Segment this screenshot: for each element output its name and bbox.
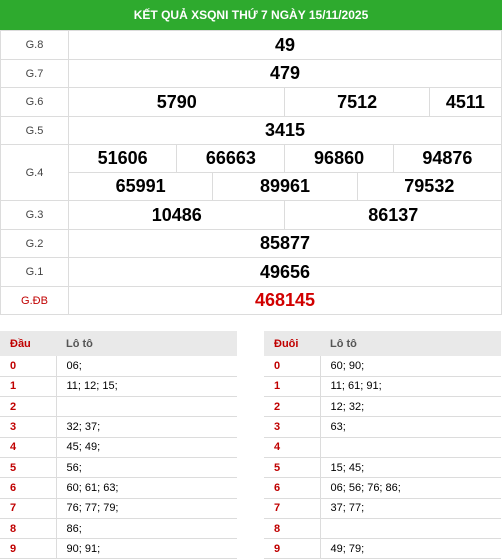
- duoi-key: 6: [264, 477, 320, 499]
- dau-key: 3: [0, 416, 56, 438]
- prize-label-g7: G.7: [0, 59, 69, 88]
- prize-label-g5: G.5: [0, 116, 69, 145]
- dau-key: 9: [0, 538, 56, 559]
- prize-value: 51606: [67, 144, 178, 173]
- duoi-key: 0: [264, 356, 320, 377]
- prize-value: 10486: [67, 200, 286, 230]
- results-title: KẾT QUẢ XSQNI THỨ 7 NGÀY 15/11/2025: [0, 0, 502, 30]
- dau-key: 7: [0, 498, 56, 519]
- table-row: 2 12; 32;: [264, 396, 501, 418]
- table-row: 3 63;: [264, 416, 501, 438]
- duoi-key: 9: [264, 538, 320, 559]
- dau-key: 1: [0, 376, 56, 398]
- prize-label-g3: G.3: [0, 200, 69, 230]
- loto-values: 63;: [319, 416, 501, 438]
- dau-key: 8: [0, 518, 56, 540]
- table-row: 6 60; 61; 63;: [0, 477, 237, 499]
- prize-label-g8: G.8: [0, 30, 69, 60]
- prize-value: 65991: [67, 172, 214, 201]
- loto-values: 11; 12; 15;: [55, 376, 237, 398]
- loto-values: 60; 90;: [319, 356, 501, 377]
- table-row: 4 45; 49;: [0, 437, 237, 458]
- loto-values: [55, 396, 237, 418]
- prize-label-g2: G.2: [0, 229, 69, 258]
- prize-value: 49656: [68, 257, 502, 287]
- prize-value: 66663: [176, 144, 286, 173]
- prize-label-g4: G.4: [0, 144, 69, 201]
- prize-label-g6: G.6: [0, 87, 69, 117]
- table-row: 0 60; 90;: [264, 356, 501, 377]
- prize-value: 4511: [428, 87, 502, 117]
- duoi-header: Đuôi: [264, 331, 320, 356]
- loto-values: 37; 77;: [319, 498, 501, 519]
- loto-values: 56;: [55, 457, 237, 479]
- loto-values: [319, 518, 501, 540]
- special-prize-value: 468145: [68, 286, 502, 315]
- table-row: 7 76; 77; 79;: [0, 498, 237, 519]
- table-row: 4: [264, 437, 501, 458]
- prize-table: G.8 49 G.7 479 G.6 5790 7512 4511 G.5 34…: [0, 30, 502, 315]
- table-row: 0 06;: [0, 356, 237, 377]
- loto-header: Lô tô: [320, 331, 501, 356]
- table-row: 5 56;: [0, 457, 237, 479]
- loto-values: 90; 91;: [55, 538, 237, 559]
- dau-header: Đầu: [0, 331, 56, 356]
- duoi-key: 8: [264, 518, 320, 540]
- duoi-key: 1: [264, 376, 320, 398]
- table-row: 8 86;: [0, 518, 237, 540]
- duoi-key: 5: [264, 457, 320, 479]
- table-row: 6 06; 56; 76; 86;: [264, 477, 501, 499]
- loto-values: 49; 79;: [319, 538, 501, 559]
- loto-values: 11; 61; 91;: [319, 376, 501, 398]
- loto-values: 32; 37;: [55, 416, 237, 438]
- dau-key: 4: [0, 437, 56, 458]
- prize-value: 86137: [284, 200, 502, 230]
- dau-key: 0: [0, 356, 56, 377]
- loto-header: Lô tô: [56, 331, 237, 356]
- prize-value: 3415: [68, 116, 502, 145]
- loto-values: 60; 61; 63;: [55, 477, 237, 499]
- duoi-key: 2: [264, 396, 320, 418]
- duoi-key: 3: [264, 416, 320, 438]
- prize-value: 85877: [68, 229, 502, 258]
- table-row: 5 15; 45;: [264, 457, 501, 479]
- duoi-key: 7: [264, 498, 320, 519]
- table-row: 7 37; 77;: [264, 498, 501, 519]
- dau-key: 5: [0, 457, 56, 479]
- dau-key: 2: [0, 396, 56, 418]
- duoi-key: 4: [264, 437, 320, 458]
- loto-values: 06;: [55, 356, 237, 377]
- prize-value: 7512: [284, 87, 430, 117]
- loto-values: 06; 56; 76; 86;: [319, 477, 501, 499]
- dau-table: Đầu Lô tô 0 06; 1 11; 12; 15; 2 3 32; 37; 4…: [0, 331, 237, 559]
- prize-value: 94876: [392, 144, 502, 173]
- prize-value: 5790: [67, 87, 286, 117]
- loto-values: [319, 437, 501, 458]
- prize-value: 479: [68, 59, 502, 88]
- duoi-table: Đuôi Lô tô 0 60; 90; 1 11; 61; 91; 2 12; 32…: [264, 331, 501, 559]
- loto-values: 86;: [55, 518, 237, 540]
- table-row: 1 11; 12; 15;: [0, 376, 237, 398]
- prize-label-special: G.ĐB: [0, 286, 69, 315]
- loto-values: 12; 32;: [319, 396, 501, 418]
- loto-values: 45; 49;: [55, 437, 237, 458]
- table-row: 3 32; 37;: [0, 416, 237, 438]
- table-row: 2: [0, 396, 237, 418]
- loto-values: 15; 45;: [319, 457, 501, 479]
- prize-value: 89961: [212, 172, 358, 201]
- loto-values: 76; 77; 79;: [55, 498, 237, 519]
- table-row: 1 11; 61; 91;: [264, 376, 501, 398]
- prize-value: 79532: [356, 172, 502, 201]
- prize-value: 96860: [284, 144, 394, 173]
- prize-value: 49: [68, 30, 502, 60]
- dau-key: 6: [0, 477, 56, 499]
- prize-label-g1: G.1: [0, 257, 69, 287]
- table-row: 9 90; 91;: [0, 538, 237, 559]
- table-row: 9 49; 79;: [264, 538, 501, 559]
- table-row: 8: [264, 518, 501, 540]
